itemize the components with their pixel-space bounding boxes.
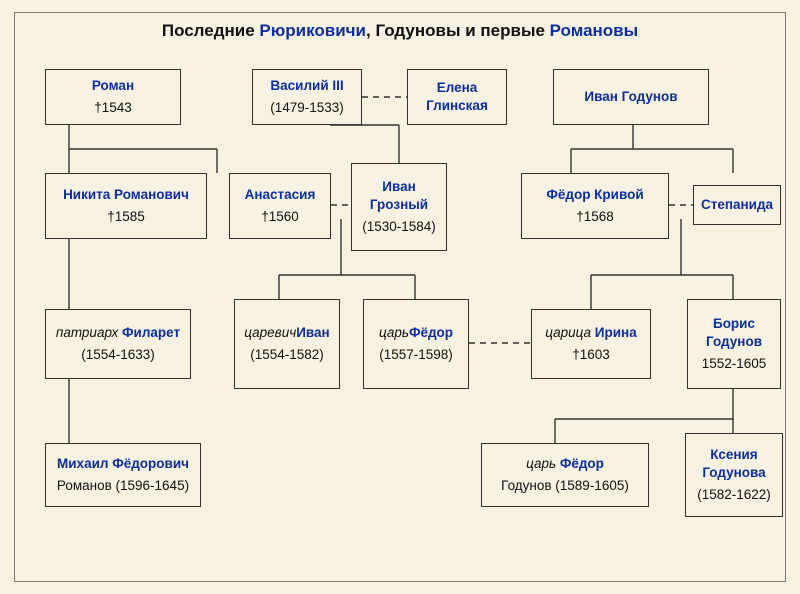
node-roman: Роман†1543 <box>45 69 181 125</box>
title-prefix: Последние <box>162 21 260 40</box>
title-highlight-2: Романовы <box>550 21 639 40</box>
node-stepanida: Степанида <box>693 185 781 225</box>
node-tsarevich_iv: царевичИван(1554-1582) <box>234 299 340 389</box>
node-ivan_god: Иван Годунов <box>553 69 709 125</box>
node-nikita: Никита Романович†1585 <box>45 173 207 239</box>
node-boris: БорисГодунов1552-1605 <box>687 299 781 389</box>
node-anastasia: Анастасия†1560 <box>229 173 331 239</box>
node-tsar_fedor_g: царь ФёдорГодунов (1589-1605) <box>481 443 649 507</box>
diagram-frame: Последние Рюриковичи, Годуновы и первые … <box>14 12 786 582</box>
node-vasiliy3: Василий III(1479-1533) <box>252 69 362 125</box>
node-tsar_fedor: царьФёдор(1557-1598) <box>363 299 469 389</box>
title-mid2: и первые <box>460 21 549 40</box>
node-elena: ЕленаГлинская <box>407 69 507 125</box>
title-highlight-1: Рюриковичи <box>259 21 366 40</box>
node-mikhail: Михаил ФёдоровичРоманов (1596-1645) <box>45 443 201 507</box>
diagram-title: Последние Рюриковичи, Годуновы и первые … <box>15 21 785 41</box>
node-filaret: патриарх Филарет(1554-1633) <box>45 309 191 379</box>
node-ksenia: КсенияГодунова(1582-1622) <box>685 433 783 517</box>
node-ivan_gr: ИванГрозный(1530-1584) <box>351 163 447 251</box>
node-irina: царица Ирина†1603 <box>531 309 651 379</box>
node-fedor_kr: Фёдор Кривой†1568 <box>521 173 669 239</box>
title-mid: , Годуновы <box>366 21 460 40</box>
